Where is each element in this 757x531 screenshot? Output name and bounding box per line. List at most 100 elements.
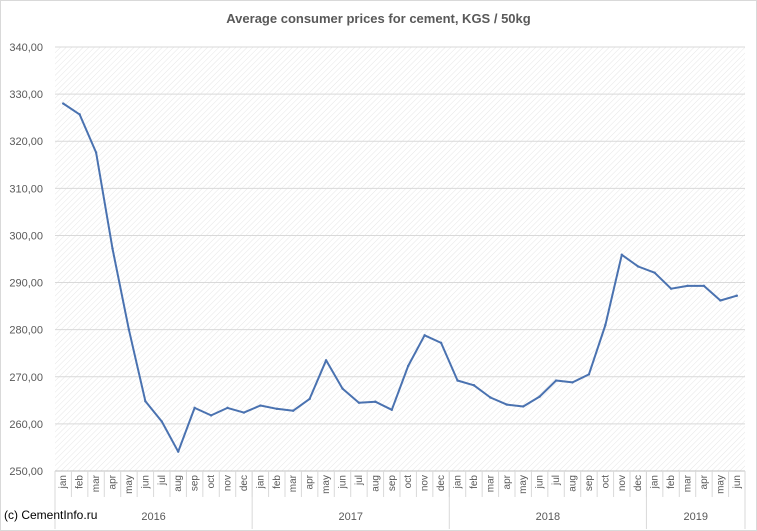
data-point bbox=[489, 396, 492, 399]
year-label: 2019 bbox=[683, 511, 707, 523]
data-point bbox=[374, 400, 377, 403]
data-point bbox=[308, 397, 311, 401]
data-point bbox=[226, 406, 229, 410]
gridlines bbox=[55, 46, 745, 472]
x-axis: jan feb mar apr may jun jul aug sep oct nov dec2016… bbox=[54, 470, 746, 529]
month-label: jul bbox=[551, 475, 562, 486]
data-point bbox=[324, 359, 328, 362]
month-label: mar bbox=[91, 474, 102, 492]
month-label: may bbox=[715, 475, 726, 494]
month-label: oct bbox=[600, 475, 611, 489]
year-label: 2016 bbox=[141, 511, 165, 523]
month-label: jun bbox=[140, 475, 151, 489]
month-label: feb bbox=[75, 475, 86, 489]
month-label: mar bbox=[485, 474, 496, 492]
data-point bbox=[357, 401, 361, 404]
data-point bbox=[472, 384, 476, 387]
month-label: jul bbox=[354, 475, 365, 486]
month-label: feb bbox=[469, 475, 480, 489]
data-point bbox=[439, 341, 443, 345]
data-point bbox=[275, 407, 278, 411]
y-axis: 250,00 260,00 270,00 280,00 290,00 300,00 310,… bbox=[9, 42, 43, 478]
month-label: nov bbox=[223, 475, 234, 491]
month-label: apr bbox=[305, 474, 316, 489]
data-point bbox=[127, 328, 131, 331]
month-label: apr bbox=[699, 474, 710, 489]
year-label: 2018 bbox=[536, 511, 560, 523]
y-tick-label: 260,00 bbox=[9, 419, 43, 431]
data-point bbox=[456, 379, 459, 382]
data-point bbox=[637, 265, 640, 268]
month-label: feb bbox=[666, 475, 677, 489]
month-label: aug bbox=[568, 475, 579, 492]
y-tick-label: 300,00 bbox=[9, 230, 43, 242]
chart-title: Average consumer prices for cement, KGS … bbox=[226, 11, 531, 26]
month-label: apr bbox=[502, 474, 513, 489]
data-point bbox=[144, 400, 147, 403]
month-label: may bbox=[518, 475, 529, 494]
data-point bbox=[209, 414, 213, 417]
month-label: sep bbox=[387, 475, 398, 492]
month-label: jun bbox=[338, 475, 349, 489]
y-tick-label: 310,00 bbox=[9, 183, 43, 195]
data-point bbox=[62, 102, 65, 105]
month-label: feb bbox=[272, 475, 283, 489]
month-label: dec bbox=[633, 475, 644, 491]
month-label: aug bbox=[173, 475, 184, 492]
data-point bbox=[111, 247, 114, 250]
data-point bbox=[719, 299, 722, 302]
data-point bbox=[160, 420, 163, 423]
data-point bbox=[554, 379, 558, 382]
data-point bbox=[177, 450, 180, 453]
y-tick-label: 330,00 bbox=[9, 89, 43, 101]
data-point bbox=[94, 151, 98, 154]
data-point bbox=[522, 405, 525, 408]
month-label: sep bbox=[190, 475, 201, 492]
data-point bbox=[242, 411, 246, 414]
copyright-text: (c) CementInfo.ru bbox=[4, 508, 98, 522]
data-point bbox=[259, 404, 262, 407]
month-label: dec bbox=[436, 475, 447, 491]
series-group bbox=[62, 102, 738, 453]
y-tick-label: 250,00 bbox=[9, 466, 43, 478]
month-label: sep bbox=[584, 475, 595, 492]
data-point bbox=[571, 381, 574, 384]
data-point bbox=[686, 284, 689, 288]
month-label: oct bbox=[206, 475, 217, 489]
data-point bbox=[292, 409, 295, 412]
y-tick-label: 280,00 bbox=[9, 325, 43, 337]
y-tick-label: 290,00 bbox=[9, 278, 43, 290]
month-label: jan bbox=[255, 475, 266, 489]
month-label: nov bbox=[420, 475, 431, 491]
month-label: nov bbox=[617, 475, 628, 491]
y-tick-label: 320,00 bbox=[9, 136, 43, 148]
month-label: oct bbox=[403, 475, 414, 489]
month-label: apr bbox=[108, 474, 119, 489]
month-label: may bbox=[124, 475, 135, 494]
month-label: aug bbox=[370, 475, 381, 492]
data-point bbox=[587, 373, 591, 376]
y-tick-label: 270,00 bbox=[9, 372, 43, 384]
month-label: jan bbox=[453, 475, 464, 489]
month-label: mar bbox=[288, 474, 299, 492]
data-point bbox=[538, 395, 541, 398]
month-label: jan bbox=[650, 475, 661, 489]
month-label: jul bbox=[157, 475, 168, 486]
month-label: jun bbox=[732, 475, 743, 489]
data-point bbox=[735, 294, 738, 297]
y-tick-label: 340,00 bbox=[9, 42, 43, 54]
plot-area bbox=[55, 47, 745, 471]
data-point bbox=[604, 323, 607, 327]
data-point bbox=[620, 253, 623, 256]
month-label: jan bbox=[58, 475, 69, 489]
data-point bbox=[407, 364, 410, 368]
month-label: dec bbox=[239, 475, 250, 491]
year-label: 2017 bbox=[338, 511, 362, 523]
data-point bbox=[390, 408, 393, 411]
data-point bbox=[653, 271, 656, 274]
data-point bbox=[669, 287, 673, 290]
data-point bbox=[702, 284, 706, 288]
data-point bbox=[193, 406, 196, 410]
data-point bbox=[341, 387, 344, 390]
